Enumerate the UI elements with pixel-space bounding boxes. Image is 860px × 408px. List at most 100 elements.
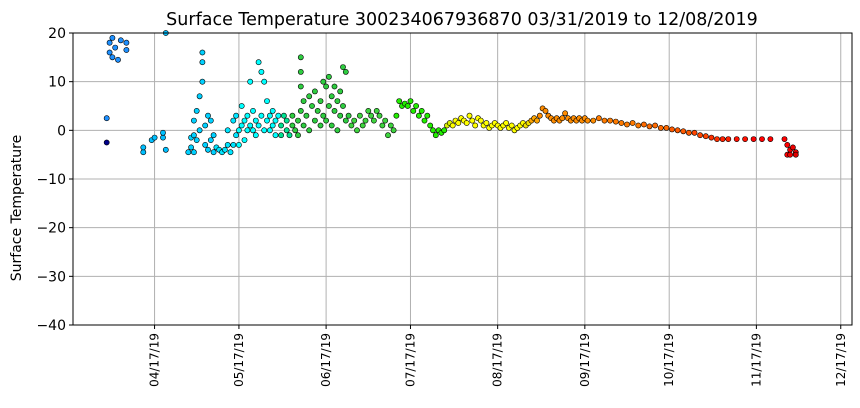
data-point xyxy=(297,54,304,61)
data-point xyxy=(205,146,211,153)
data-point xyxy=(196,127,203,134)
data-point xyxy=(787,151,793,158)
data-point xyxy=(427,122,434,129)
data-point xyxy=(387,122,394,129)
data-point xyxy=(410,108,417,114)
data-point xyxy=(266,127,273,134)
data-point xyxy=(297,69,304,75)
data-point xyxy=(331,108,338,114)
data-point xyxy=(337,88,344,95)
y-tick-label: −20 xyxy=(36,221,66,237)
data-point xyxy=(624,121,630,128)
data-point xyxy=(224,127,231,134)
data-point xyxy=(725,136,732,142)
data-point xyxy=(407,98,414,104)
data-point xyxy=(306,127,313,134)
data-point xyxy=(601,117,608,124)
data-point xyxy=(202,141,209,148)
data-point xyxy=(210,149,217,156)
data-point xyxy=(334,98,341,104)
data-point xyxy=(342,69,349,75)
data-point xyxy=(393,112,400,119)
data-point xyxy=(477,117,484,124)
data-point xyxy=(295,117,301,124)
data-point xyxy=(534,117,540,124)
x-tick-label: 10/17/19 xyxy=(662,333,676,387)
data-point xyxy=(188,144,194,151)
data-point xyxy=(325,103,332,109)
data-point xyxy=(328,122,335,129)
data-point xyxy=(362,117,369,124)
data-point xyxy=(295,132,301,139)
data-point xyxy=(750,136,757,142)
data-point xyxy=(340,64,346,70)
data-point xyxy=(351,117,358,124)
data-point xyxy=(238,122,245,129)
data-point xyxy=(376,112,383,119)
data-point xyxy=(674,127,681,134)
data-point xyxy=(311,117,318,124)
data-point xyxy=(117,37,124,44)
data-point xyxy=(235,141,242,148)
data-point xyxy=(280,112,287,119)
data-point xyxy=(596,115,602,122)
data-point xyxy=(244,127,251,134)
data-point xyxy=(379,122,386,129)
y-tick-label: −30 xyxy=(36,269,66,285)
data-point xyxy=(641,121,647,128)
data-point xyxy=(244,112,251,119)
data-point xyxy=(413,103,419,109)
data-points xyxy=(103,30,799,158)
data-point xyxy=(224,141,231,148)
data-point xyxy=(559,115,566,122)
data-point xyxy=(385,132,391,139)
data-point xyxy=(483,120,490,126)
data-point xyxy=(337,112,344,119)
data-point xyxy=(618,120,625,126)
data-point xyxy=(185,149,192,156)
data-point xyxy=(258,112,265,119)
data-point xyxy=(708,134,715,141)
data-point xyxy=(714,136,720,142)
data-point xyxy=(106,39,113,46)
data-point xyxy=(190,117,197,124)
y-tick-label: −40 xyxy=(36,318,66,334)
data-point xyxy=(469,117,476,124)
data-point xyxy=(792,151,799,158)
data-point xyxy=(289,122,296,129)
data-point xyxy=(109,54,116,61)
data-point xyxy=(297,108,304,114)
data-point xyxy=(190,149,197,156)
x-tick-label: 11/17/19 xyxy=(749,333,763,387)
data-point xyxy=(247,78,254,85)
data-point xyxy=(396,98,403,104)
data-point xyxy=(348,122,355,129)
data-point xyxy=(334,127,341,134)
data-point xyxy=(247,122,254,129)
data-point xyxy=(227,149,234,156)
data-point xyxy=(607,117,613,124)
data-point xyxy=(199,78,206,85)
data-point xyxy=(328,93,335,100)
data-point xyxy=(562,110,568,117)
data-point xyxy=(432,132,439,139)
data-point xyxy=(629,120,636,126)
data-point xyxy=(250,108,256,114)
data-point xyxy=(441,127,448,134)
data-point xyxy=(272,132,279,139)
data-point xyxy=(382,117,389,124)
data-point xyxy=(657,125,664,131)
data-point xyxy=(109,35,116,41)
data-point xyxy=(455,120,462,126)
data-point xyxy=(323,117,329,124)
data-point xyxy=(278,122,284,129)
data-point xyxy=(331,83,338,90)
data-point xyxy=(210,132,217,139)
data-point xyxy=(508,122,515,129)
y-tick-label: 0 xyxy=(57,123,66,139)
data-point xyxy=(238,103,245,109)
data-point xyxy=(112,44,119,51)
data-point xyxy=(289,112,296,119)
data-point xyxy=(365,108,372,114)
